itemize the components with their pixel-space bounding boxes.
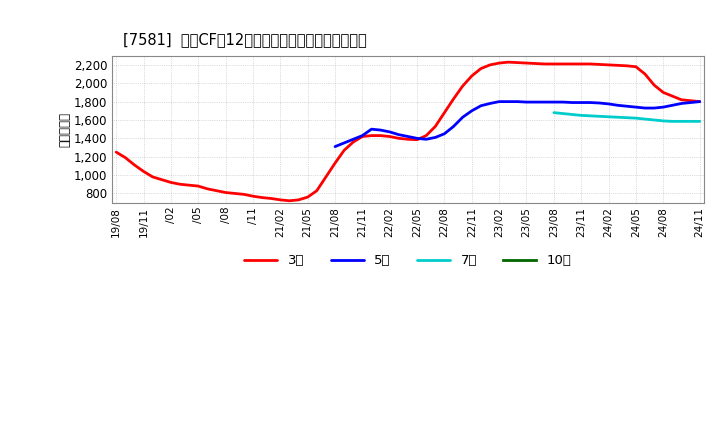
5年 bbox=[340, 140, 348, 146]
5年 bbox=[678, 101, 686, 106]
Legend: 3年, 5年, 7年, 10年: 3年, 5年, 7年, 10年 bbox=[239, 249, 577, 272]
5年 bbox=[349, 137, 358, 142]
7年 bbox=[623, 115, 631, 120]
5年 bbox=[631, 104, 640, 110]
5年 bbox=[568, 100, 577, 105]
3年 bbox=[495, 60, 503, 66]
5年 bbox=[459, 114, 467, 120]
5年 bbox=[330, 144, 339, 149]
5年 bbox=[486, 101, 495, 106]
5年 bbox=[431, 135, 440, 140]
5年 bbox=[358, 133, 366, 138]
Line: 3年: 3年 bbox=[116, 62, 700, 201]
7年 bbox=[650, 117, 659, 123]
7年 bbox=[604, 114, 613, 119]
5年 bbox=[650, 106, 659, 111]
3年 bbox=[112, 150, 120, 155]
Line: 7年: 7年 bbox=[554, 113, 700, 121]
5年 bbox=[440, 131, 449, 136]
5年 bbox=[377, 128, 385, 133]
3年 bbox=[185, 183, 194, 188]
5年 bbox=[385, 129, 394, 135]
Y-axis label: （百万円）: （百万円） bbox=[58, 112, 71, 147]
5年 bbox=[641, 106, 649, 111]
7年 bbox=[559, 111, 567, 116]
5年 bbox=[413, 136, 421, 141]
5年 bbox=[659, 104, 667, 110]
5年 bbox=[668, 103, 677, 108]
5年 bbox=[513, 99, 522, 104]
5年 bbox=[395, 132, 403, 137]
3年 bbox=[486, 62, 495, 67]
7年 bbox=[696, 119, 704, 124]
3年 bbox=[285, 198, 294, 203]
7年 bbox=[577, 113, 585, 118]
3年 bbox=[358, 134, 366, 139]
7年 bbox=[613, 114, 622, 120]
5年 bbox=[367, 127, 376, 132]
5年 bbox=[541, 99, 549, 105]
5年 bbox=[559, 99, 567, 105]
5年 bbox=[422, 137, 431, 142]
7年 bbox=[549, 110, 558, 115]
5年 bbox=[495, 99, 503, 104]
7年 bbox=[659, 118, 667, 124]
3年 bbox=[504, 59, 513, 65]
5年 bbox=[613, 103, 622, 108]
5年 bbox=[467, 108, 476, 114]
5年 bbox=[595, 100, 604, 106]
5年 bbox=[449, 124, 458, 129]
5年 bbox=[522, 99, 531, 105]
5年 bbox=[696, 99, 704, 104]
7年 bbox=[595, 114, 604, 119]
7年 bbox=[586, 113, 595, 118]
Line: 5年: 5年 bbox=[335, 102, 700, 147]
5年 bbox=[531, 99, 540, 105]
3年 bbox=[440, 110, 449, 115]
3年 bbox=[696, 99, 704, 104]
7年 bbox=[568, 112, 577, 117]
3年 bbox=[404, 137, 413, 142]
5年 bbox=[604, 101, 613, 106]
5年 bbox=[623, 103, 631, 109]
5年 bbox=[504, 99, 513, 104]
Text: [7581]  投賄CFの12か月移動合計の標準偏差の推移: [7581] 投賄CFの12か月移動合計の標準偏差の推移 bbox=[124, 33, 367, 48]
5年 bbox=[586, 100, 595, 105]
5年 bbox=[577, 100, 585, 105]
7年 bbox=[678, 119, 686, 124]
7年 bbox=[631, 116, 640, 121]
5年 bbox=[477, 103, 485, 108]
5年 bbox=[404, 134, 413, 139]
7年 bbox=[641, 117, 649, 122]
5年 bbox=[549, 99, 558, 105]
7年 bbox=[668, 119, 677, 124]
